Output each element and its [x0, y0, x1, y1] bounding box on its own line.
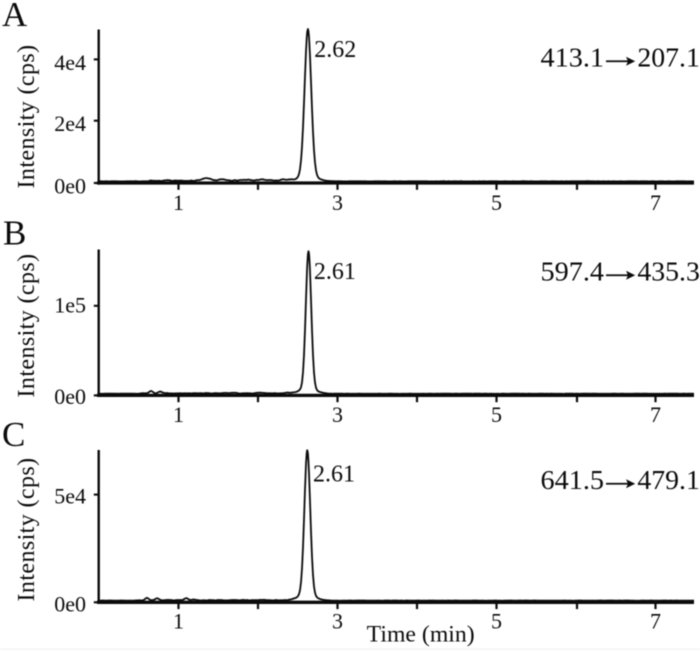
svg-text:3: 3: [332, 190, 343, 215]
svg-text:641.5: 641.5: [541, 464, 605, 495]
svg-text:A: A: [2, 0, 28, 34]
svg-text:7: 7: [650, 402, 661, 427]
svg-text:0e0: 0e0: [54, 384, 86, 409]
svg-text:0e0: 0e0: [54, 174, 86, 199]
svg-text:7: 7: [650, 609, 661, 634]
svg-text:C: C: [2, 415, 25, 454]
svg-text:3: 3: [332, 402, 343, 427]
svg-text:5: 5: [491, 609, 502, 634]
svg-text:1: 1: [173, 609, 184, 634]
svg-text:479.1: 479.1: [637, 464, 700, 495]
svg-text:435.3: 435.3: [637, 256, 700, 287]
svg-text:5e4: 5e4: [54, 484, 86, 509]
svg-text:1e5: 1e5: [54, 293, 86, 318]
svg-text:1: 1: [173, 190, 184, 215]
svg-text:7: 7: [650, 190, 661, 215]
svg-text:207.1: 207.1: [637, 42, 700, 73]
svg-text:Time (min): Time (min): [367, 621, 475, 647]
svg-text:1: 1: [173, 402, 184, 427]
svg-text:2e4: 2e4: [54, 111, 86, 136]
svg-text:Intensity (cps): Intensity (cps): [14, 45, 40, 189]
svg-text:2.61: 2.61: [314, 259, 356, 285]
svg-text:597.4: 597.4: [541, 256, 605, 287]
svg-text:3: 3: [332, 609, 343, 634]
svg-text:0e0: 0e0: [54, 592, 86, 617]
svg-text:4e4: 4e4: [54, 50, 86, 75]
svg-text:Intensity (cps): Intensity (cps): [14, 254, 40, 398]
svg-text:413.1: 413.1: [541, 42, 605, 73]
svg-text:5: 5: [491, 190, 502, 215]
svg-text:5: 5: [491, 402, 502, 427]
svg-text:2.62: 2.62: [314, 37, 356, 63]
svg-text:Intensity (cps): Intensity (cps): [14, 458, 40, 602]
svg-text:B: B: [3, 214, 26, 253]
svg-text:2.61: 2.61: [313, 462, 355, 488]
